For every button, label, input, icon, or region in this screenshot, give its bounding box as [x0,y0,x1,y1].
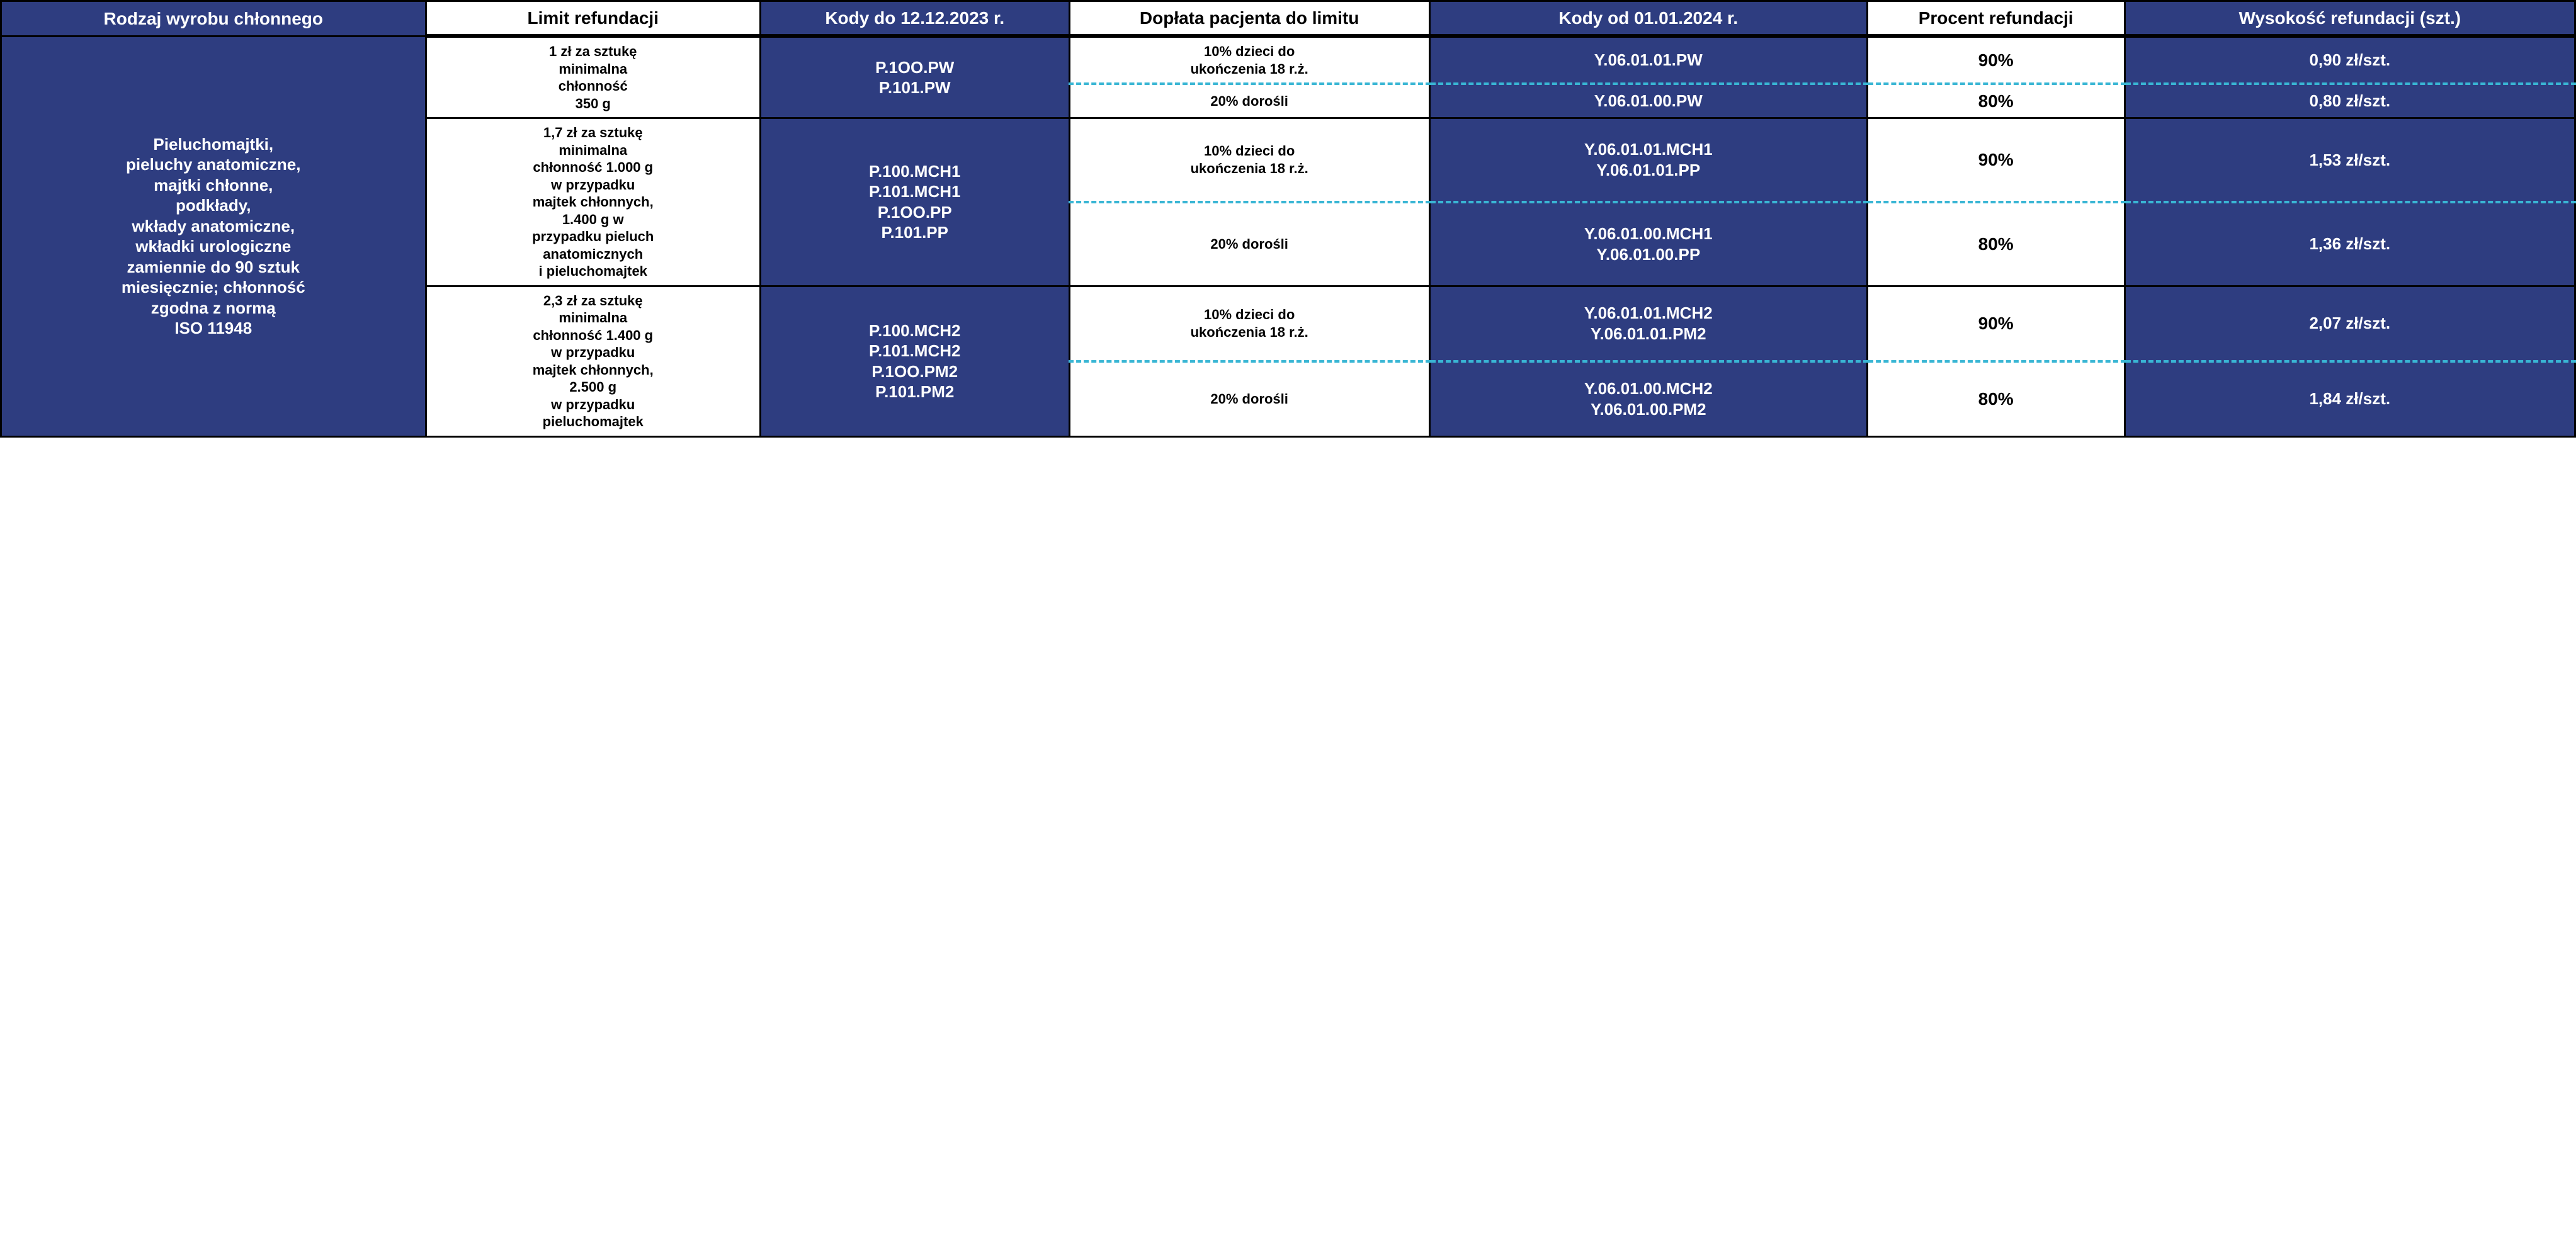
percent-cell: 90% [1867,36,2125,84]
amount-cell: 1,84 zł/szt. [2125,361,2575,437]
amount-cell: 0,90 zł/szt. [2125,36,2575,84]
percent-cell: 90% [1867,118,2125,202]
amount-cell: 2,07 zł/szt. [2125,286,2575,361]
product-type-label: Pieluchomajtki, pieluchy anatomiczne, ma… [1,36,426,436]
amount-cell: 1,36 zł/szt. [2125,202,2575,286]
doplata-cell: 10% dzieci do ukończenia 18 r.ż. [1069,286,1429,361]
codes-new-cell: Y.06.01.00.MCH2 Y.06.01.00.PM2 [1429,361,1867,437]
limit-cell: 2,3 zł za sztukę minimalna chłonność 1.4… [426,286,760,436]
col-header-product-type: Rodzaj wyrobu chłonnego [1,1,426,37]
amount-cell: 1,53 zł/szt. [2125,118,2575,202]
doplata-cell: 20% dorośli [1069,84,1429,118]
codes-new-cell: Y.06.01.01.MCH1 Y.06.01.01.PP [1429,118,1867,202]
codes-new-cell: Y.06.01.00.PW [1429,84,1867,118]
col-header-codes-old: Kody do 12.12.2023 r. [760,1,1069,37]
col-header-amount: Wysokość refundacji (szt.) [2125,1,2575,37]
codes-new-cell: Y.06.01.01.PW [1429,36,1867,84]
limit-cell: 1 zł za sztukę minimalna chłonność 350 g [426,36,760,118]
table-header-row: Rodzaj wyrobu chłonnego Limit refundacji… [1,1,2575,37]
table-row: Pieluchomajtki, pieluchy anatomiczne, ma… [1,36,2575,84]
amount-cell: 0,80 zł/szt. [2125,84,2575,118]
col-header-codes-new: Kody od 01.01.2024 r. [1429,1,1867,37]
doplata-cell: 20% dorośli [1069,202,1429,286]
codes-old-cell: P.1OO.PW P.101.PW [760,36,1069,118]
col-header-limit: Limit refundacji [426,1,760,37]
refund-table: Rodzaj wyrobu chłonnego Limit refundacji… [0,0,2576,438]
col-header-doplata: Dopłata pacjenta do limitu [1069,1,1429,37]
percent-cell: 80% [1867,202,2125,286]
percent-cell: 80% [1867,361,2125,437]
limit-cell: 1,7 zł za sztukę minimalna chłonność 1.0… [426,118,760,286]
codes-new-cell: Y.06.01.00.MCH1 Y.06.01.00.PP [1429,202,1867,286]
doplata-cell: 20% dorośli [1069,361,1429,437]
percent-cell: 90% [1867,286,2125,361]
doplata-cell: 10% dzieci do ukończenia 18 r.ż. [1069,36,1429,84]
codes-old-cell: P.100.MCH2 P.101.MCH2 P.1OO.PM2 P.101.PM… [760,286,1069,436]
col-header-percent: Procent refundacji [1867,1,2125,37]
doplata-cell: 10% dzieci do ukończenia 18 r.ż. [1069,118,1429,202]
codes-new-cell: Y.06.01.01.MCH2 Y.06.01.01.PM2 [1429,286,1867,361]
codes-old-cell: P.100.MCH1 P.101.MCH1 P.1OO.PP P.101.PP [760,118,1069,286]
percent-cell: 80% [1867,84,2125,118]
